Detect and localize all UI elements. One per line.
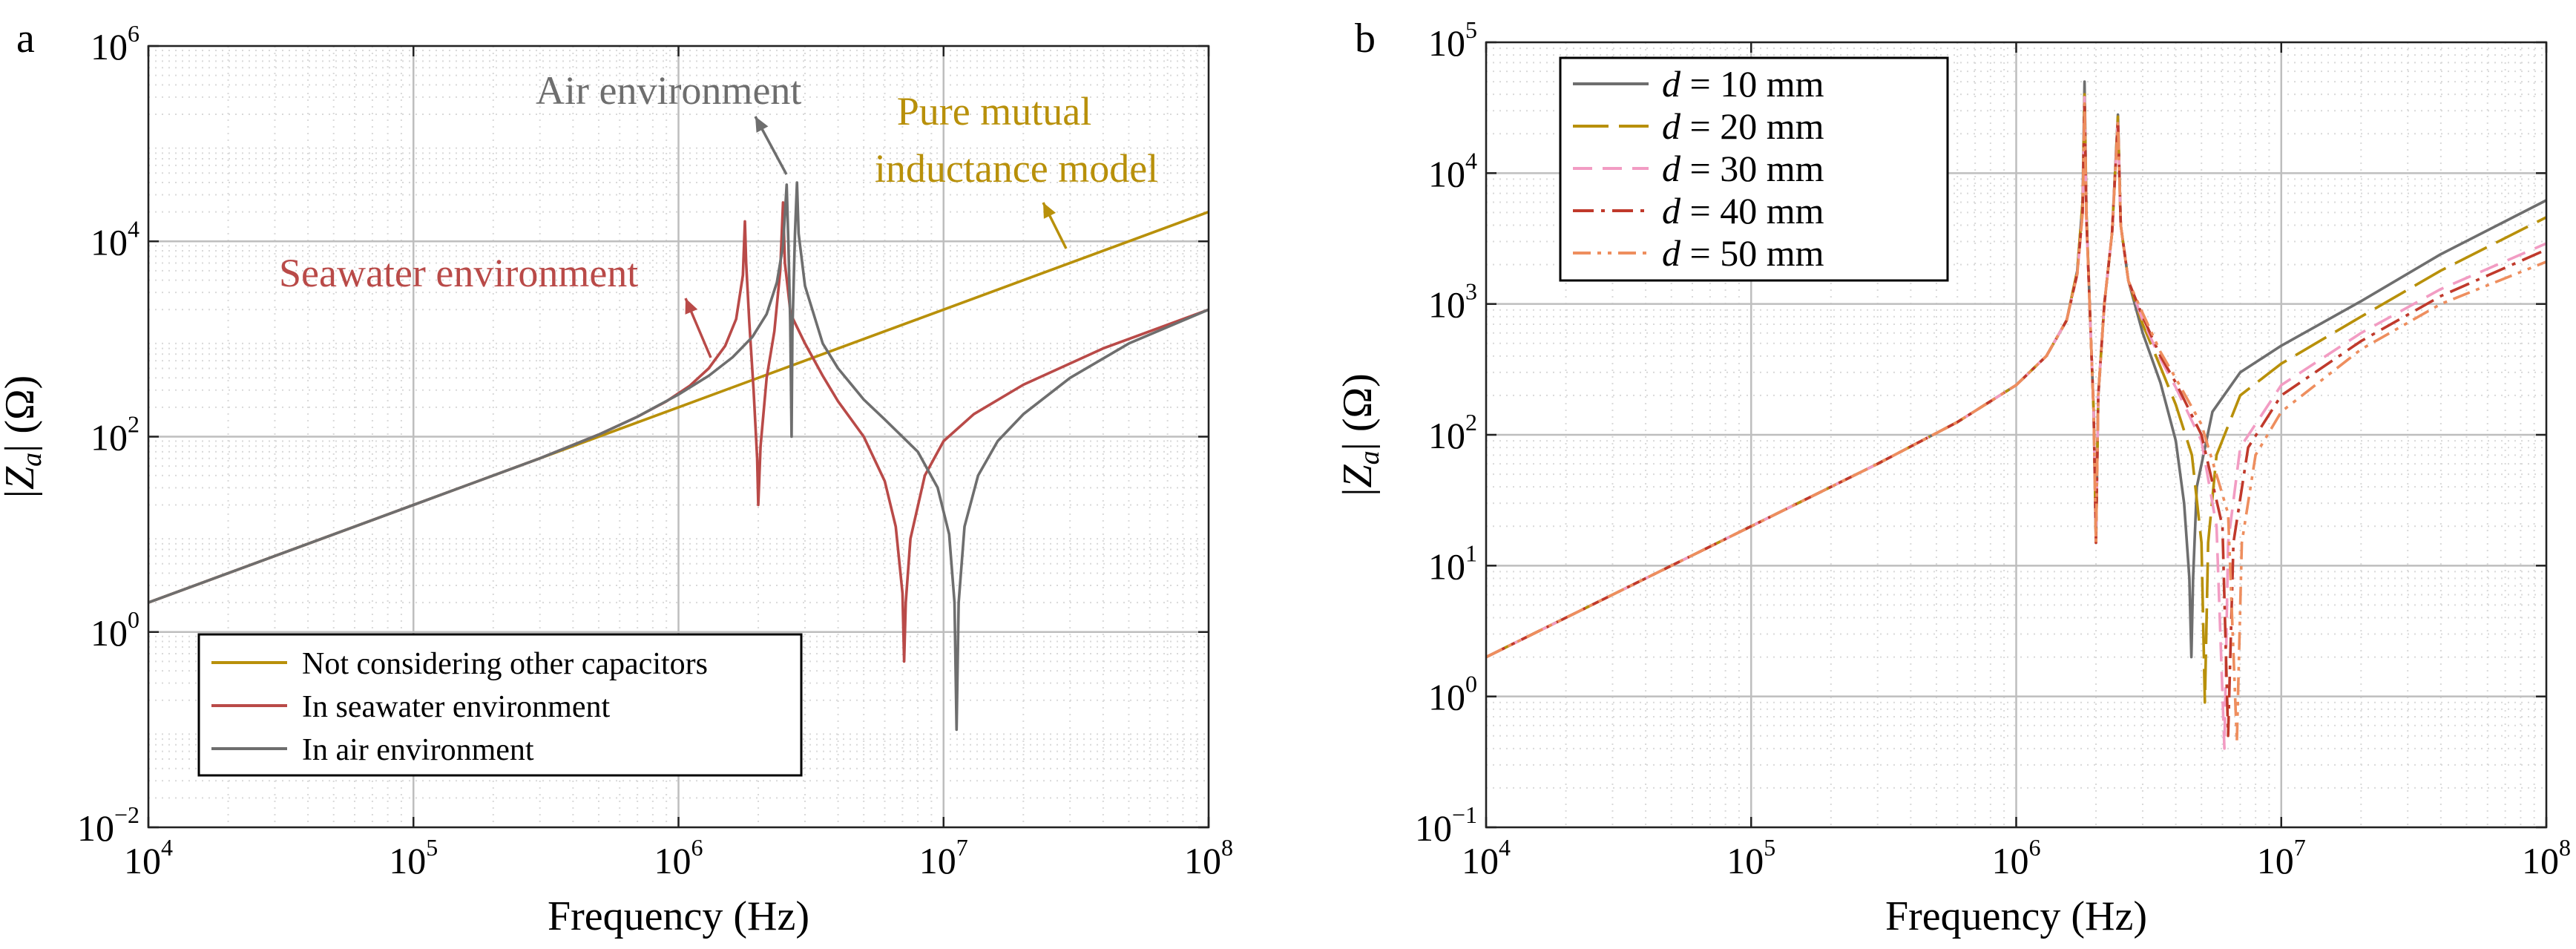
x-tick-label: 107 (919, 834, 968, 881)
annotation-seawater: Seawater environment (279, 251, 638, 295)
series-group (148, 181, 1209, 732)
legend-entry-4: d = 40 mm (1662, 190, 1824, 231)
annotation-air: Air environment (536, 68, 801, 113)
legend-entry-2: In seawater environment (302, 690, 610, 724)
y-tick-label: 104 (1428, 147, 1477, 194)
legend-entry-1: Not considering other capacitors (302, 647, 708, 681)
legend: d = 10 mmd = 20 mmd = 30 mmd = 40 mmd = … (1559, 56, 1949, 282)
panel-a: 104 105 106 107 108 10−2 100 102 104 106 Frequency… (0, 16, 1233, 939)
y-tick-label: 100 (1428, 671, 1477, 718)
legend: Not considering other capacitors In seawa… (197, 633, 803, 777)
x-tick-label: 106 (1992, 834, 2041, 881)
legend-box (1559, 56, 1949, 282)
x-tick-label: 104 (1462, 834, 1511, 881)
legend-entry-3: d = 30 mm (1662, 148, 1824, 189)
annotation-mutual-1: Pure mutual (897, 89, 1091, 134)
legend-entry-5: d = 50 mm (1662, 232, 1824, 274)
legend-entry-2: d = 20 mm (1662, 105, 1824, 147)
x-tick-label: 107 (2257, 834, 2306, 881)
arrow-mutual-head (1043, 203, 1056, 219)
y-axis-label: |Za| (Ω) (0, 375, 47, 499)
y-tick-label: 105 (1428, 16, 1477, 64)
x-tick-label: 105 (1726, 834, 1775, 881)
y-tick-label: 103 (1428, 278, 1477, 326)
y-tick-label: 100 (91, 606, 139, 654)
arrow-seawater-head (685, 298, 698, 315)
annotation-mutual-2: inductance model (875, 146, 1158, 191)
panel-label: a (16, 16, 35, 62)
arrow-air-head (755, 116, 769, 133)
x-axis-label: Frequency (Hz) (548, 893, 809, 939)
legend-box (197, 633, 803, 777)
panel-label: b (1355, 16, 1376, 62)
y-axis-label: |Za| (Ω) (1335, 373, 1385, 496)
y-tick-label: 10−2 (77, 801, 139, 849)
y-tick-label: 106 (91, 20, 139, 68)
legend-entry-1: d = 10 mm (1662, 63, 1824, 105)
x-tick-label: 108 (1184, 834, 1233, 881)
series-line-3 (1486, 96, 2546, 750)
x-tick-label: 104 (124, 834, 173, 881)
x-tick-label: 108 (2522, 834, 2571, 881)
x-tick-label: 106 (654, 834, 703, 881)
series-line-3 (148, 181, 1209, 732)
y-tick-label: 102 (91, 411, 139, 459)
series-group (1486, 80, 2546, 750)
x-axis-label: Frequency (Hz) (1885, 893, 2147, 939)
y-tick-label: 104 (91, 215, 139, 263)
series-line-5 (1486, 102, 2546, 743)
series-line-2 (148, 201, 1209, 663)
arrow-mutual (1042, 202, 1068, 249)
y-tick-label: 102 (1428, 409, 1477, 456)
x-tick-label: 105 (389, 834, 438, 881)
y-tick-label: 10−1 (1415, 801, 1477, 849)
legend-entry-3: In air environment (302, 733, 534, 767)
arrow-seawater (684, 298, 712, 358)
arrow-air (754, 116, 788, 175)
y-tick-label: 101 (1428, 539, 1477, 587)
panel-b: 104 105 106 107 108 10−1 100 101 102 103 104 105 Fre… (1335, 16, 2571, 939)
